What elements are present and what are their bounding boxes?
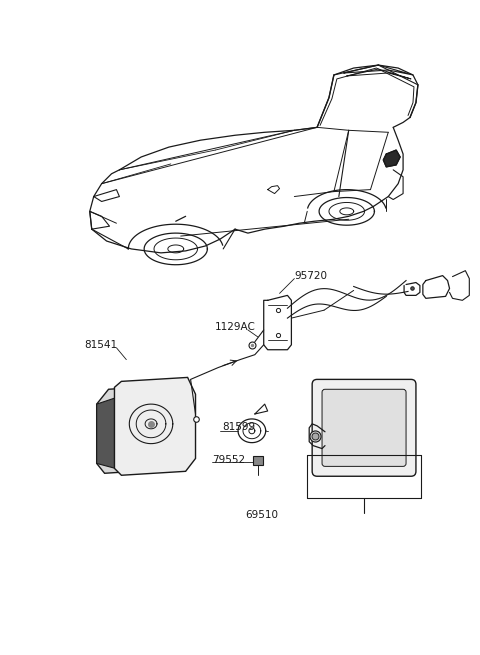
Text: 81599: 81599 <box>222 422 255 432</box>
Polygon shape <box>96 384 191 474</box>
Polygon shape <box>96 394 126 472</box>
Text: 79552: 79552 <box>212 455 245 466</box>
Polygon shape <box>114 377 195 476</box>
Text: 69510: 69510 <box>245 510 278 520</box>
FancyBboxPatch shape <box>312 379 416 476</box>
FancyBboxPatch shape <box>322 389 406 466</box>
Text: 1129AC: 1129AC <box>216 322 256 332</box>
Text: 81541: 81541 <box>84 340 117 350</box>
Text: 95720: 95720 <box>294 271 327 280</box>
Polygon shape <box>384 150 400 167</box>
Polygon shape <box>253 455 263 466</box>
